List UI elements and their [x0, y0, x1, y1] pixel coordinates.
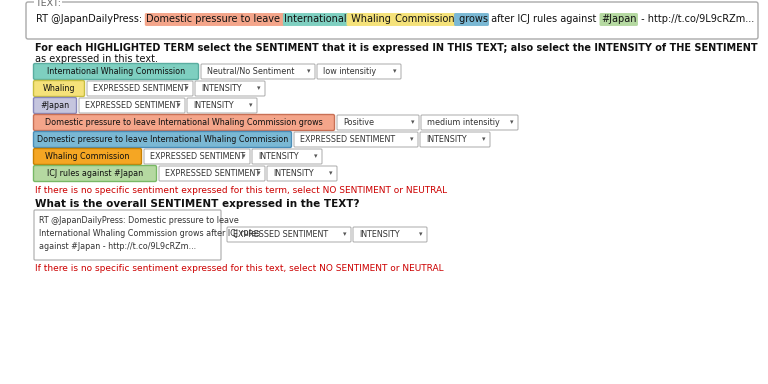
- FancyBboxPatch shape: [34, 63, 198, 79]
- FancyBboxPatch shape: [187, 98, 257, 113]
- Text: Neutral/No Sentiment: Neutral/No Sentiment: [207, 67, 294, 76]
- Text: Domestic pressure to leave International Whaling Commission: Domestic pressure to leave International…: [37, 135, 288, 144]
- Text: RT @JapanDailyPress: Domestic pressure to leave: RT @JapanDailyPress: Domestic pressure t…: [39, 216, 239, 225]
- FancyBboxPatch shape: [144, 149, 250, 164]
- Text: INTENSITY: INTENSITY: [359, 230, 399, 239]
- Text: EXPRESSED SENTIMENT: EXPRESSED SENTIMENT: [150, 152, 245, 161]
- FancyBboxPatch shape: [353, 227, 427, 242]
- Text: EXPRESSED SENTIMENT: EXPRESSED SENTIMENT: [165, 169, 260, 178]
- Text: Whaling: Whaling: [348, 15, 391, 25]
- Text: ▾: ▾: [510, 119, 514, 126]
- Text: INTENSITY: INTENSITY: [258, 152, 299, 161]
- Text: International: International: [284, 15, 347, 25]
- Text: as expressed in this text.: as expressed in this text.: [35, 54, 158, 64]
- Text: Domestic pressure to leave: Domestic pressure to leave: [146, 15, 283, 25]
- FancyBboxPatch shape: [317, 64, 401, 79]
- FancyBboxPatch shape: [34, 114, 335, 131]
- Text: ▾: ▾: [482, 136, 485, 142]
- Text: EXPRESSED SENTIMENT: EXPRESSED SENTIMENT: [300, 135, 395, 144]
- FancyBboxPatch shape: [34, 98, 77, 114]
- FancyBboxPatch shape: [201, 64, 315, 79]
- Text: Commission: Commission: [392, 15, 455, 25]
- FancyBboxPatch shape: [195, 81, 265, 96]
- Text: ▾: ▾: [307, 68, 311, 74]
- Text: ▾: ▾: [329, 170, 333, 177]
- Text: ▾: ▾: [250, 103, 253, 109]
- Text: INTENSITY: INTENSITY: [273, 169, 313, 178]
- Text: medium intensitiy: medium intensitiy: [427, 118, 500, 127]
- Text: INTENSITY: INTENSITY: [426, 135, 467, 144]
- Text: For each HIGHLIGHTED TERM select the SENTIMENT that it is expressed IN THIS TEXT: For each HIGHLIGHTED TERM select the SEN…: [35, 43, 757, 53]
- FancyBboxPatch shape: [421, 115, 518, 130]
- Text: #Japan: #Japan: [41, 101, 70, 110]
- FancyBboxPatch shape: [227, 227, 351, 242]
- Text: RT @JapanDailyPress:: RT @JapanDailyPress:: [36, 15, 145, 25]
- Text: ▾: ▾: [343, 232, 346, 237]
- FancyBboxPatch shape: [34, 210, 221, 260]
- FancyBboxPatch shape: [294, 132, 418, 147]
- FancyBboxPatch shape: [159, 166, 265, 181]
- FancyBboxPatch shape: [26, 2, 758, 39]
- Text: If there is no specific sentiment expressed for this term, select NO SENTIMENT o: If there is no specific sentiment expres…: [35, 186, 447, 195]
- Text: Whaling: Whaling: [43, 84, 75, 93]
- FancyBboxPatch shape: [34, 166, 157, 182]
- Text: ▾: ▾: [185, 86, 189, 91]
- Text: grows: grows: [455, 15, 488, 25]
- Text: after ICJ rules against: after ICJ rules against: [488, 15, 600, 25]
- Text: Whaling Commission: Whaling Commission: [45, 152, 130, 161]
- Text: against #Japan - http://t.co/9L9cRZm...: against #Japan - http://t.co/9L9cRZm...: [39, 242, 196, 251]
- FancyBboxPatch shape: [252, 149, 322, 164]
- Text: low intensitiy: low intensitiy: [323, 67, 376, 76]
- FancyBboxPatch shape: [34, 131, 292, 147]
- Text: - http://t.co/9L9cRZm...: - http://t.co/9L9cRZm...: [637, 15, 753, 25]
- Text: International Whaling Commission: International Whaling Commission: [47, 67, 185, 76]
- Text: ▾: ▾: [257, 170, 261, 177]
- Text: ▾: ▾: [257, 86, 261, 91]
- Text: INTENSITY: INTENSITY: [201, 84, 242, 93]
- FancyBboxPatch shape: [34, 149, 141, 164]
- Text: EXPRESSED SENTIMENT: EXPRESSED SENTIMENT: [233, 230, 328, 239]
- Text: ▾: ▾: [419, 232, 422, 237]
- FancyBboxPatch shape: [34, 81, 84, 96]
- FancyBboxPatch shape: [267, 166, 337, 181]
- FancyBboxPatch shape: [87, 81, 193, 96]
- FancyBboxPatch shape: [337, 115, 419, 130]
- Text: ▾: ▾: [242, 154, 246, 159]
- Text: EXPRESSED SENTIMENT: EXPRESSED SENTIMENT: [85, 101, 180, 110]
- Text: ▾: ▾: [411, 119, 415, 126]
- Text: International Whaling Commission grows after ICJ rules: International Whaling Commission grows a…: [39, 229, 260, 238]
- Text: ▾: ▾: [314, 154, 318, 159]
- Text: If there is no specific sentiment expressed for this text, select NO SENTIMENT o: If there is no specific sentiment expres…: [35, 264, 444, 273]
- Text: ▾: ▾: [177, 103, 180, 109]
- Text: ▾: ▾: [393, 68, 397, 74]
- FancyBboxPatch shape: [420, 132, 490, 147]
- Text: ▾: ▾: [410, 136, 414, 142]
- Text: Domestic pressure to leave International Whaling Commission grows: Domestic pressure to leave International…: [45, 118, 323, 127]
- Text: INTENSITY: INTENSITY: [193, 101, 233, 110]
- Text: EXPRESSED SENTIMENT: EXPRESSED SENTIMENT: [93, 84, 188, 93]
- Text: #Japan: #Japan: [601, 15, 637, 25]
- Text: What is the overall SENTIMENT expressed in the TEXT?: What is the overall SENTIMENT expressed …: [35, 199, 359, 209]
- Text: Positive: Positive: [343, 118, 374, 127]
- Text: TEXT:: TEXT:: [35, 0, 61, 8]
- Text: ICJ rules against #Japan: ICJ rules against #Japan: [47, 169, 143, 178]
- FancyBboxPatch shape: [79, 98, 185, 113]
